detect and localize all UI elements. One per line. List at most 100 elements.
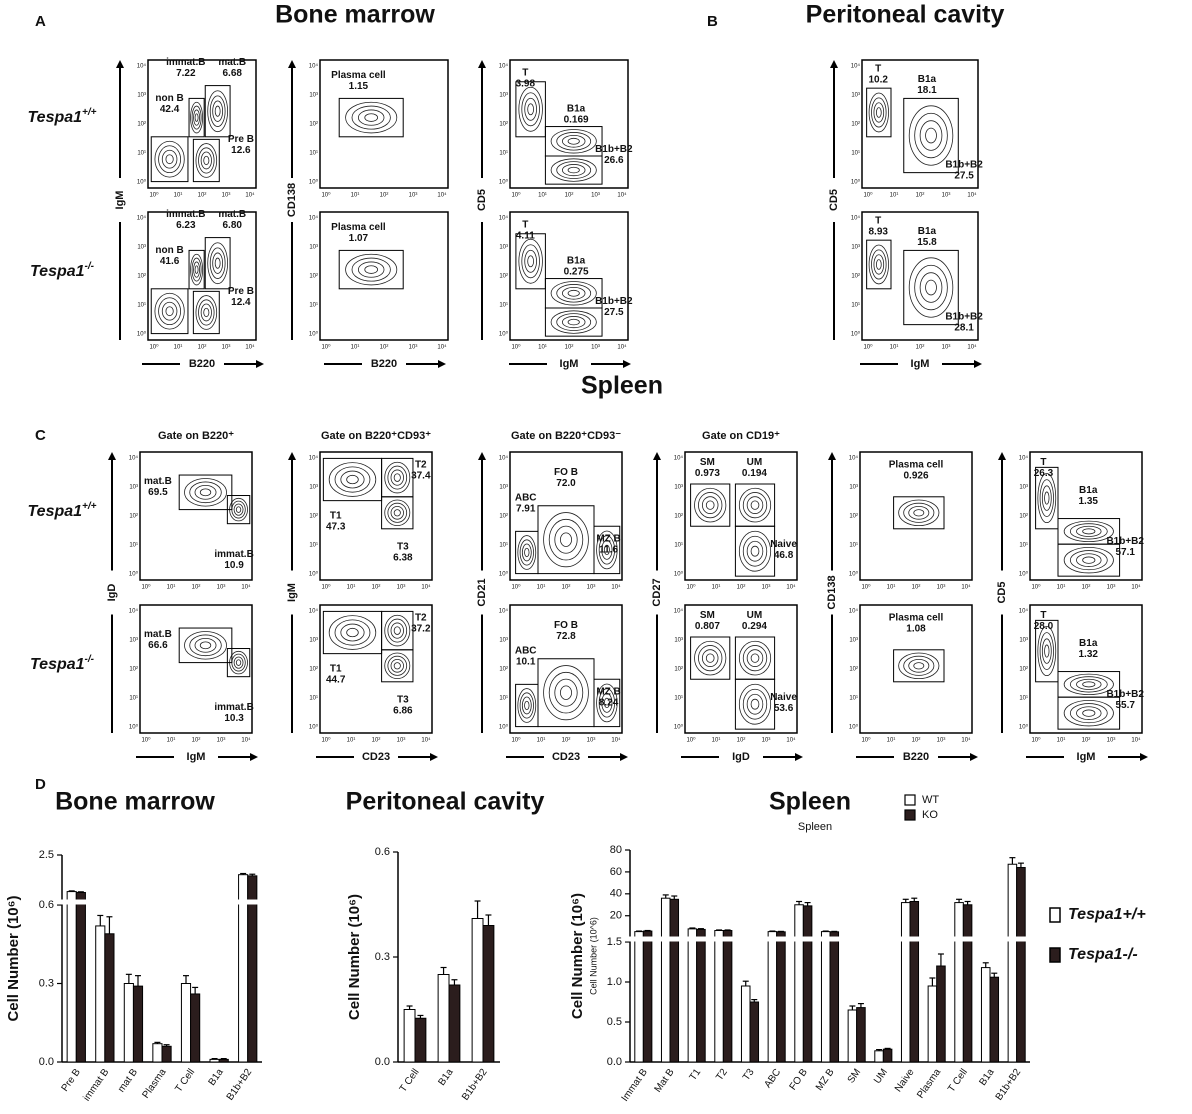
contour bbox=[1069, 550, 1108, 571]
contour bbox=[550, 281, 597, 306]
arrow-head bbox=[478, 452, 486, 460]
y-axis-label: Cell Number (10⁶) bbox=[5, 895, 22, 1021]
contour bbox=[601, 540, 613, 560]
contour bbox=[390, 505, 404, 520]
contour bbox=[701, 649, 719, 667]
gate-name: T2 bbox=[415, 612, 427, 623]
x-tick-label: Naive bbox=[893, 1067, 917, 1095]
panel-label: D bbox=[35, 776, 46, 793]
gate-value: 41.6 bbox=[160, 256, 180, 267]
gate bbox=[893, 649, 945, 683]
x-tick-label: 10² bbox=[912, 738, 921, 744]
gate-name: SM bbox=[700, 610, 715, 621]
bar bbox=[414, 1017, 427, 1063]
contour bbox=[194, 485, 217, 500]
contour bbox=[554, 678, 578, 707]
arrow-head bbox=[116, 60, 124, 68]
y-tick-label: 10⁰ bbox=[849, 571, 859, 578]
contour bbox=[750, 698, 760, 710]
genotype-label: Tespa1-/- bbox=[30, 261, 95, 281]
x-tick-label: 10⁴ bbox=[1131, 584, 1141, 591]
contour bbox=[390, 469, 404, 486]
y-tick-label: 10² bbox=[499, 667, 508, 673]
contour bbox=[871, 249, 887, 280]
x-tick-label: 10³ bbox=[937, 738, 946, 744]
arrow-head bbox=[438, 360, 446, 368]
contour bbox=[750, 500, 760, 510]
x-tick-label: ABC bbox=[762, 1067, 783, 1090]
x-tick-label: 10⁰ bbox=[321, 192, 331, 199]
contour bbox=[214, 105, 221, 117]
y-tick-label: 10² bbox=[129, 667, 138, 673]
gate bbox=[690, 636, 731, 680]
contour bbox=[233, 503, 244, 516]
y-tick-label: 10⁰ bbox=[499, 179, 509, 186]
genotype-label: Tespa1+/+ bbox=[27, 501, 96, 521]
y-tick-label: 0.0 bbox=[375, 1056, 390, 1068]
y-tick-label: 10¹ bbox=[309, 543, 318, 549]
y-tick-label: 10¹ bbox=[674, 543, 683, 549]
bar bbox=[847, 1009, 858, 1063]
contour bbox=[603, 697, 610, 709]
bar bbox=[802, 905, 813, 1063]
y-axis-label: CD21 bbox=[476, 578, 488, 606]
arrow-head bbox=[288, 60, 296, 68]
contour bbox=[908, 257, 954, 318]
y-tick-label: 2.5 bbox=[39, 849, 54, 861]
gate-name: ABC bbox=[515, 646, 537, 657]
contour bbox=[698, 492, 723, 519]
x-tick-label: 10⁰ bbox=[511, 192, 521, 199]
contour bbox=[556, 284, 592, 303]
gate-value: 53.6 bbox=[774, 703, 794, 714]
y-axis-label: IgD bbox=[106, 584, 118, 602]
gate bbox=[544, 155, 603, 185]
contour bbox=[556, 132, 592, 151]
contour bbox=[345, 101, 398, 134]
y-tick-label: 10¹ bbox=[499, 696, 508, 702]
contour bbox=[524, 249, 537, 273]
x-tick-label: 10³ bbox=[397, 585, 406, 591]
gate-name: T1 bbox=[330, 511, 342, 522]
bar bbox=[687, 928, 698, 1063]
y-tick-label: 1.5 bbox=[607, 936, 622, 948]
bar bbox=[820, 931, 831, 1063]
contour bbox=[351, 257, 391, 282]
y-tick-label: 10¹ bbox=[137, 303, 146, 309]
bar bbox=[95, 925, 106, 1063]
y-tick-label: 0.6 bbox=[39, 899, 54, 911]
legend-label: Tespa1+/+ bbox=[1068, 906, 1146, 923]
contour bbox=[154, 140, 185, 178]
gate-value: 1.08 bbox=[906, 623, 926, 634]
panel-label: C bbox=[35, 427, 46, 444]
y-tick-label: 10¹ bbox=[499, 543, 508, 549]
y-tick-label: 10³ bbox=[137, 93, 146, 99]
axis-break bbox=[624, 936, 1032, 942]
genotype-base: Tespa1 bbox=[30, 263, 85, 280]
gate-name: B1b+B2 bbox=[945, 312, 983, 323]
gate-value: 10.3 bbox=[224, 713, 244, 724]
gate-name: MZ B bbox=[596, 534, 620, 545]
contour bbox=[705, 500, 715, 510]
contour bbox=[328, 462, 377, 497]
contour bbox=[598, 535, 616, 565]
gate-value: 27.5 bbox=[954, 171, 974, 182]
genotype-sup: -/- bbox=[85, 654, 95, 665]
x-tick-label: SM bbox=[846, 1067, 864, 1086]
contour bbox=[387, 465, 408, 490]
contour bbox=[560, 532, 573, 547]
x-tick-label: 10³ bbox=[222, 193, 231, 199]
contour bbox=[548, 671, 584, 714]
y-tick-label: 10² bbox=[499, 274, 508, 280]
y-tick-label: 10² bbox=[849, 667, 858, 673]
y-axis-label: IgM bbox=[114, 191, 126, 210]
contour bbox=[524, 700, 530, 711]
bar bbox=[448, 984, 461, 1063]
gate-value: 6.86 bbox=[393, 705, 413, 716]
contour bbox=[194, 265, 199, 274]
y-axis-label: CD138 bbox=[286, 183, 298, 217]
contour bbox=[214, 257, 221, 269]
contour bbox=[742, 688, 768, 720]
y-tick-label: 10⁴ bbox=[851, 63, 861, 70]
contour bbox=[738, 530, 772, 572]
x-tick-label: B1b+B2 bbox=[460, 1067, 490, 1103]
